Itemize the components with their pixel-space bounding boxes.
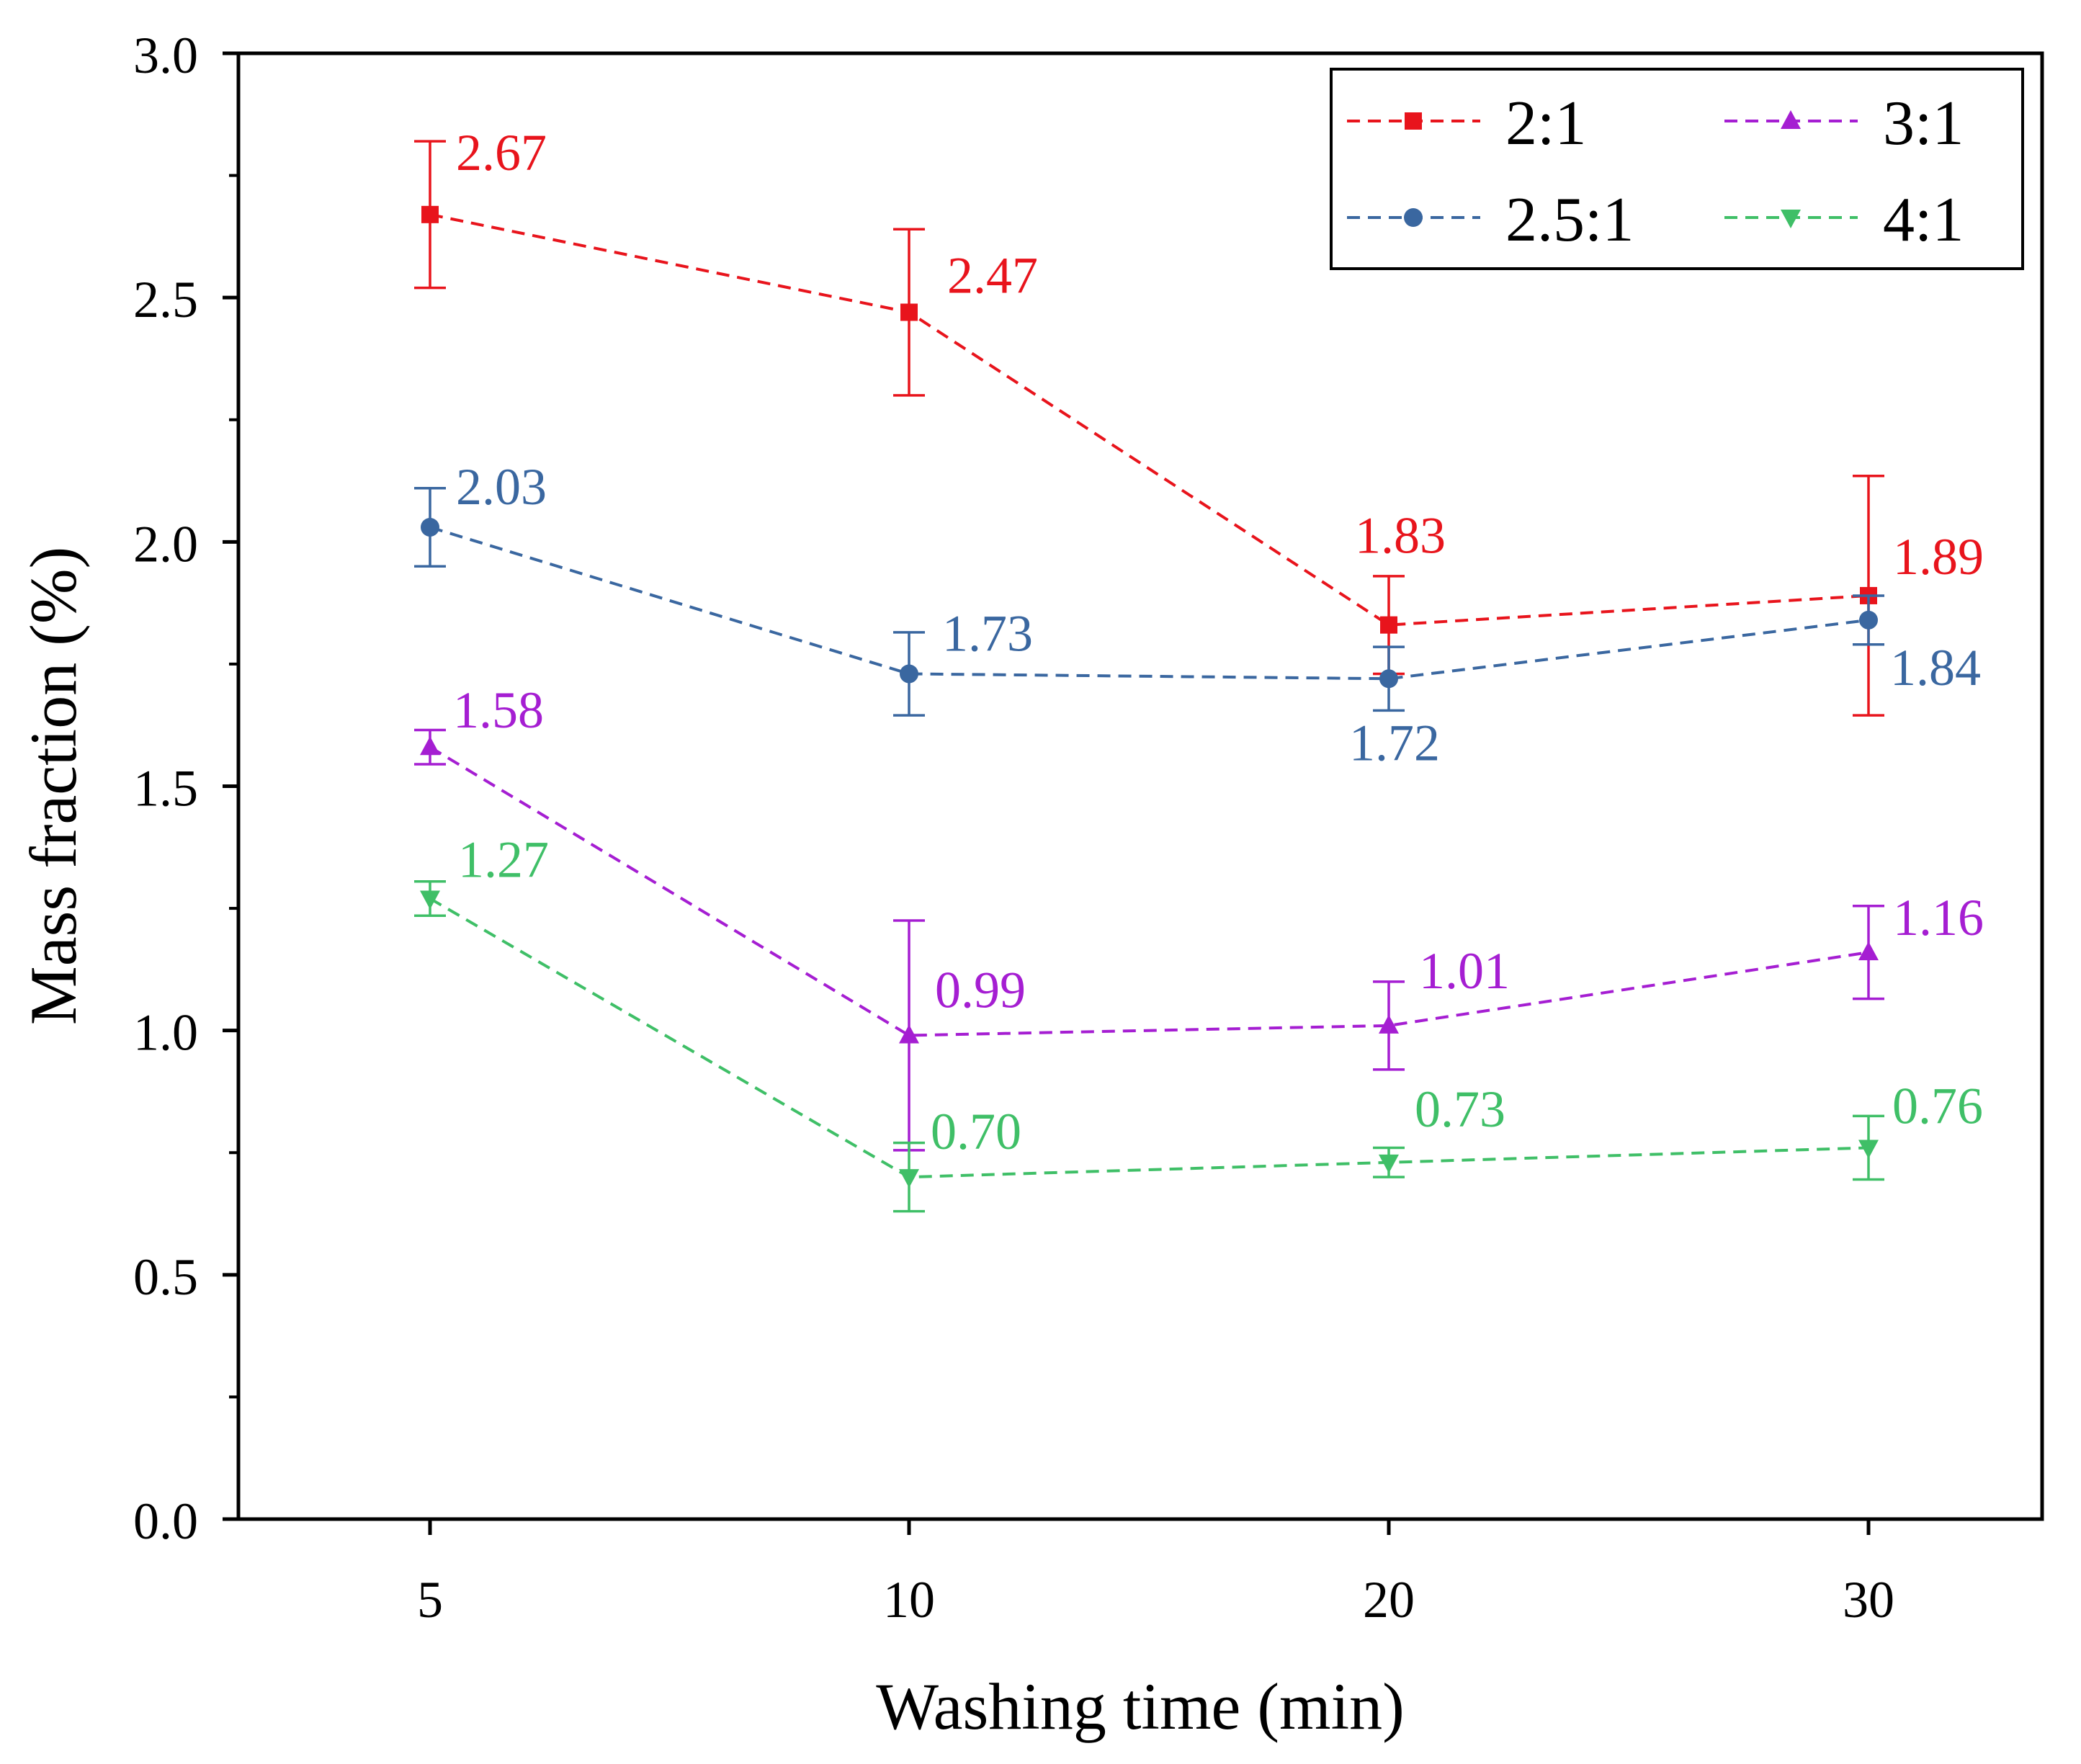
- legend-frame: [1330, 68, 2024, 270]
- data-label: 2.47: [947, 247, 1038, 305]
- data-label: 2.03: [456, 458, 547, 516]
- data-point: [1858, 1140, 1879, 1159]
- data-label: 1.58: [453, 681, 544, 739]
- x-tick-label: 30: [1843, 1571, 1894, 1629]
- x-axis-title: Washing time (min): [876, 1670, 1405, 1743]
- data-label: 1.84: [1890, 639, 1981, 697]
- y-axis-title: Mass fraction (%): [17, 547, 90, 1025]
- legend-label: 4:1: [1883, 185, 1964, 255]
- y-axis: 0.0 0.5 1.0 1.5 2.0 2.5 3.0: [133, 27, 238, 1550]
- legend-marker: [1781, 110, 1801, 129]
- series-layer: 2.67 2.47 1.83 1.89 2.03 1.73 1.72 1.84 1.58 0.99…: [414, 124, 1984, 1213]
- x-tick-label: 10: [883, 1571, 935, 1629]
- x-axis: 5 10 20 30: [417, 1519, 1894, 1629]
- data-point: [899, 1024, 919, 1044]
- data-label: 0.70: [931, 1103, 1021, 1160]
- data-point: [420, 890, 440, 910]
- data-label: 0.99: [935, 961, 1026, 1018]
- data-point: [421, 517, 439, 537]
- series-2:1: 2.67 2.47 1.83 1.89: [414, 124, 1984, 717]
- data-label: 2.67: [456, 124, 547, 182]
- x-tick-label: 5: [417, 1571, 443, 1629]
- data-label: 1.72: [1349, 714, 1440, 771]
- data-label: 0.73: [1415, 1080, 1505, 1138]
- data-point: [899, 1169, 919, 1188]
- data-label: 1.16: [1893, 889, 1984, 946]
- series-line: [429, 212, 1869, 627]
- legend-marker: [1404, 208, 1423, 227]
- legend-marker: [1781, 210, 1801, 228]
- series-2.5:1: 2.03 1.73 1.72 1.84: [414, 458, 1981, 771]
- y-tick-label: 1.0: [133, 1004, 198, 1062]
- data-label: 0.76: [1892, 1077, 1983, 1134]
- series-4:1: 1.27 0.70 0.73 0.76: [414, 831, 1983, 1213]
- legend-label: 2.5:1: [1505, 185, 1634, 255]
- data-point: [1379, 1014, 1399, 1034]
- data-label: 1.01: [1419, 942, 1510, 1000]
- data-point: [1858, 941, 1879, 961]
- series-line: [429, 526, 1869, 681]
- data-point: [420, 736, 440, 756]
- data-point: [1859, 610, 1878, 630]
- data-label: 1.83: [1355, 507, 1446, 565]
- data-point: [1379, 1154, 1399, 1173]
- legend-label: 3:1: [1883, 89, 1964, 158]
- data-point: [1379, 669, 1398, 689]
- data-label: 1.27: [458, 831, 549, 889]
- series-3:1: 1.58 0.99 1.01 1.16: [414, 681, 1984, 1152]
- data-label: 1.89: [1893, 528, 1984, 586]
- y-tick-label: 0.5: [133, 1248, 198, 1306]
- data-point: [421, 205, 439, 223]
- data-point: [1380, 616, 1397, 634]
- legend-marker: [1405, 112, 1422, 130]
- x-tick-label: 20: [1363, 1571, 1415, 1629]
- y-tick-label: 2.0: [133, 515, 198, 573]
- y-tick-label: 3.0: [133, 27, 198, 84]
- y-tick-label: 1.5: [133, 760, 198, 818]
- y-tick-label: 2.5: [133, 271, 198, 328]
- data-point: [900, 303, 918, 321]
- series-line: [429, 897, 1869, 1179]
- data-point: [900, 664, 918, 684]
- series-line: [429, 746, 1869, 1037]
- data-label: 1.73: [942, 604, 1033, 662]
- legend: 2:1 2.5:1 3:1 4:1: [1330, 68, 2024, 270]
- legend-label: 2:1: [1505, 89, 1586, 158]
- y-tick-label: 0.0: [133, 1492, 198, 1550]
